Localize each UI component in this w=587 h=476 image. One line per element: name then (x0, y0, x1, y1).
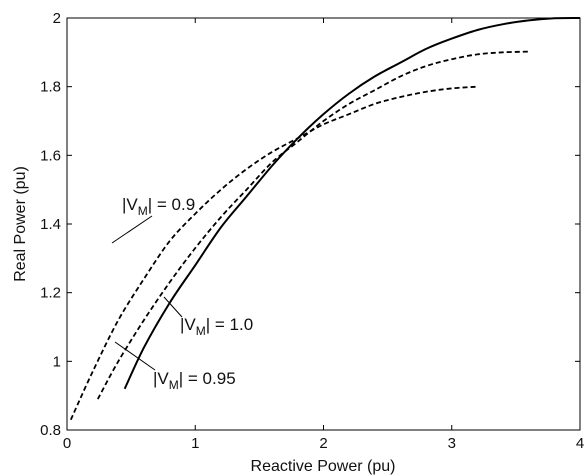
annotation-symbol: |V (122, 195, 138, 214)
y-tick-label: 1.6 (40, 147, 61, 164)
annotation-value: | = 1.0 (206, 315, 253, 334)
annotation-subscript: M (169, 378, 179, 392)
annotation-subscript: M (138, 204, 148, 218)
annotation-leader-line (111, 215, 153, 244)
annotation-value: | = 0.95 (179, 369, 236, 388)
x-tick-label: 3 (448, 435, 456, 452)
y-tick-label: 1.4 (40, 216, 61, 233)
y-axis-label: Real Power (pu) (12, 166, 29, 282)
series-annotation: |VM| = 1.0 (180, 315, 253, 338)
y-tick-label: 0.8 (40, 422, 61, 439)
y-tick-label: 2 (53, 10, 61, 27)
x-tick-label: 0 (63, 435, 71, 452)
series-annotation: |VM| = 0.95 (153, 369, 236, 392)
annotation-value: | = 0.9 (148, 195, 195, 214)
annotation-symbol: |V (153, 369, 169, 388)
y-tick-label: 1.8 (40, 79, 61, 96)
y-tick-label: 1.2 (40, 285, 61, 302)
annotations: |VM| = 0.9|VM| = 1.0|VM| = 0.95 (111, 195, 253, 392)
annotation-leader-line (163, 296, 183, 318)
ticks: 0 1 2 3 4 0.8 1 1.2 1.4 1.6 1.8 2 (40, 10, 584, 452)
plot-frame (66, 17, 581, 431)
annotation-symbol: |V (180, 315, 196, 334)
series-line-vm-0-9 (69, 85, 478, 421)
series-line-vm-0-95 (97, 50, 529, 400)
x-tick-label: 4 (576, 435, 584, 452)
annotation-subscript: M (196, 324, 206, 338)
y-tick-label: 1 (53, 353, 61, 370)
x-axis-label: Reactive Power (pu) (251, 458, 396, 475)
series (69, 17, 581, 421)
series-annotation: |VM| = 0.9 (122, 195, 195, 218)
x-tick-label: 1 (191, 435, 199, 452)
x-tick-label: 2 (319, 435, 327, 452)
series-line-vm-1-0 (123, 17, 581, 390)
annotation-leader-line (114, 341, 156, 371)
